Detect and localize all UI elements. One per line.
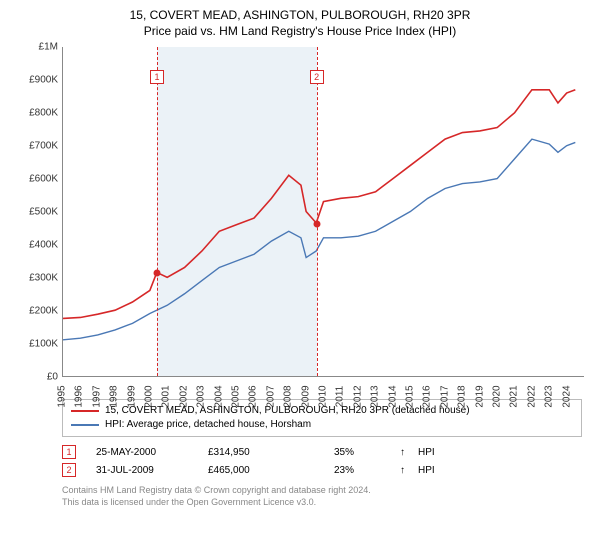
up-arrow-icon: ↑ (400, 465, 412, 476)
event-label-box: 2 (310, 70, 324, 84)
x-axis-label: 2007 (265, 386, 276, 408)
legend-item: HPI: Average price, detached house, Hors… (71, 418, 573, 432)
y-axis-label: £600K (29, 174, 58, 185)
marker-table: 1 25-MAY-2000 £314,950 35% ↑ HPI 2 31-JU… (62, 443, 582, 479)
x-axis-label: 2020 (492, 386, 503, 408)
x-axis-label: 2009 (300, 386, 311, 408)
y-axis-label: £100K (29, 339, 58, 350)
y-axis-label: £700K (29, 141, 58, 152)
marker-price: £465,000 (208, 465, 328, 476)
x-axis-label: 2001 (161, 386, 172, 408)
x-axis-label: 2010 (318, 386, 329, 408)
x-axis-label: 2014 (387, 386, 398, 408)
legend-swatch (71, 424, 99, 426)
legend-swatch (71, 410, 99, 412)
footer-line: This data is licensed under the Open Gov… (62, 497, 588, 509)
legend-label: HPI: Average price, detached house, Hors… (105, 418, 311, 432)
marker-percent: 23% (334, 465, 394, 476)
series-line-price_paid (63, 90, 575, 319)
up-arrow-icon: ↑ (400, 447, 412, 458)
y-axis-label: £200K (29, 306, 58, 317)
marker-number-box: 2 (62, 463, 76, 477)
x-axis-label: 2006 (248, 386, 259, 408)
x-axis-label: 2003 (196, 386, 207, 408)
marker-row: 1 25-MAY-2000 £314,950 35% ↑ HPI (62, 443, 582, 461)
title-subtitle: Price paid vs. HM Land Registry's House … (12, 24, 588, 40)
x-axis-label: 2019 (474, 386, 485, 408)
chart-title: 15, COVERT MEAD, ASHINGTON, PULBOROUGH, … (12, 8, 588, 39)
y-axis-label: £1M (39, 42, 58, 53)
x-axis-label: 1996 (74, 386, 85, 408)
footer-line: Contains HM Land Registry data © Crown c… (62, 485, 588, 497)
x-axis-label: 2004 (213, 386, 224, 408)
x-axis-label: 1995 (57, 386, 68, 408)
x-axis-label: 2002 (178, 386, 189, 408)
x-axis-label: 2011 (335, 386, 346, 408)
y-axis-label: £900K (29, 75, 58, 86)
marker-row: 2 31-JUL-2009 £465,000 23% ↑ HPI (62, 461, 582, 479)
event-vline (317, 47, 318, 376)
footer-attribution: Contains HM Land Registry data © Crown c… (62, 485, 588, 508)
marker-suffix: HPI (418, 447, 435, 458)
x-axis-label: 1997 (91, 386, 102, 408)
y-axis-label: £400K (29, 240, 58, 251)
y-axis-label: £0 (47, 372, 58, 383)
marker-date: 25-MAY-2000 (82, 447, 202, 458)
title-address: 15, COVERT MEAD, ASHINGTON, PULBOROUGH, … (12, 8, 588, 24)
event-marker-dot (313, 220, 320, 227)
marker-date: 31-JUL-2009 (82, 465, 202, 476)
event-marker-dot (153, 270, 160, 277)
event-label-box: 1 (150, 70, 164, 84)
x-axis-label: 2024 (561, 386, 572, 408)
x-axis-label: 1998 (109, 386, 120, 408)
x-axis-label: 2005 (231, 386, 242, 408)
x-axis-label: 2021 (509, 386, 520, 408)
x-axis-label: 2013 (370, 386, 381, 408)
x-axis-label: 2012 (352, 386, 363, 408)
x-axis-label: 2023 (544, 386, 555, 408)
x-axis-label: 2008 (283, 386, 294, 408)
x-axis-label: 2015 (405, 386, 416, 408)
x-axis-label: 1999 (126, 386, 137, 408)
event-vline (157, 47, 158, 376)
chart-container: 15, COVERT MEAD, ASHINGTON, PULBOROUGH, … (0, 0, 600, 560)
y-axis-label: £300K (29, 273, 58, 284)
marker-price: £314,950 (208, 447, 328, 458)
x-axis-label: 2017 (439, 386, 450, 408)
series-line-hpi (63, 139, 575, 340)
y-axis-label: £800K (29, 108, 58, 119)
x-axis-label: 2000 (144, 386, 155, 408)
chart-svg (63, 47, 584, 376)
marker-percent: 35% (334, 447, 394, 458)
chart-area: 12 £0£100K£200K£300K£400K£500K£600K£700K… (12, 43, 588, 397)
y-axis-label: £500K (29, 207, 58, 218)
x-axis-label: 2016 (422, 386, 433, 408)
x-axis-label: 2018 (457, 386, 468, 408)
marker-suffix: HPI (418, 465, 435, 476)
x-axis-label: 2022 (526, 386, 537, 408)
plot-region: 12 (62, 47, 584, 377)
marker-number-box: 1 (62, 445, 76, 459)
